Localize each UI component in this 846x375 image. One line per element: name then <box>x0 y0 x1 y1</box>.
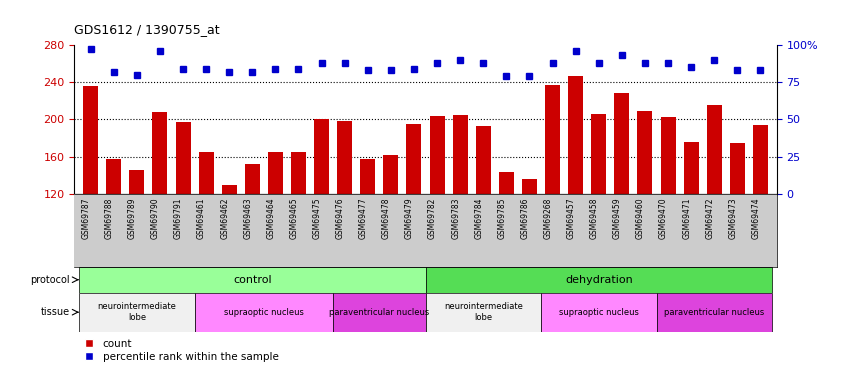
Text: GSM69464: GSM69464 <box>266 198 276 239</box>
Bar <box>638 111 652 306</box>
Bar <box>661 117 676 306</box>
Text: GSM69474: GSM69474 <box>751 198 761 239</box>
Bar <box>453 115 468 306</box>
Bar <box>426 267 772 292</box>
Bar <box>107 159 121 306</box>
Text: control: control <box>233 275 272 285</box>
Bar <box>569 76 583 306</box>
Text: GSM69789: GSM69789 <box>128 198 137 239</box>
Text: GSM69479: GSM69479 <box>405 198 414 239</box>
Legend: count, percentile rank within the sample: count, percentile rank within the sample <box>80 334 283 366</box>
Bar <box>83 86 98 306</box>
Text: GSM69787: GSM69787 <box>81 198 91 239</box>
Text: GSM69471: GSM69471 <box>682 198 691 239</box>
Text: GSM69462: GSM69462 <box>220 198 229 239</box>
Bar <box>591 114 607 306</box>
Text: GSM69463: GSM69463 <box>244 198 252 239</box>
Text: GSM69791: GSM69791 <box>174 198 183 239</box>
Bar <box>499 172 514 306</box>
Bar <box>195 292 333 332</box>
Text: GSM69268: GSM69268 <box>544 198 552 239</box>
Bar <box>79 267 426 292</box>
Text: GSM69475: GSM69475 <box>312 198 321 239</box>
Text: GSM69785: GSM69785 <box>497 198 507 239</box>
Text: GSM69461: GSM69461 <box>197 198 206 239</box>
Text: GSM69470: GSM69470 <box>659 198 668 239</box>
Text: GSM69460: GSM69460 <box>636 198 645 239</box>
Text: GSM69782: GSM69782 <box>428 198 437 239</box>
Text: GSM69790: GSM69790 <box>151 198 160 239</box>
Bar <box>541 292 656 332</box>
Bar <box>314 119 329 306</box>
Text: supraoptic nucleus: supraoptic nucleus <box>224 308 304 316</box>
Text: GSM69457: GSM69457 <box>567 198 575 239</box>
Bar <box>79 292 195 332</box>
Bar <box>475 126 491 306</box>
Bar <box>333 292 426 332</box>
Bar <box>522 179 537 306</box>
Bar <box>614 93 629 306</box>
Text: GSM69472: GSM69472 <box>706 198 714 239</box>
Text: GSM69473: GSM69473 <box>728 198 738 239</box>
Bar <box>338 121 352 306</box>
Text: GSM69478: GSM69478 <box>382 198 391 239</box>
Bar <box>199 152 213 306</box>
Text: GSM69477: GSM69477 <box>359 198 368 239</box>
Text: GSM69783: GSM69783 <box>451 198 460 239</box>
Bar <box>152 112 168 306</box>
Bar <box>244 164 260 306</box>
Bar <box>426 292 541 332</box>
Text: supraoptic nucleus: supraoptic nucleus <box>559 308 639 316</box>
Bar <box>268 152 283 306</box>
Bar <box>753 125 768 306</box>
Bar <box>129 170 145 306</box>
Text: GSM69784: GSM69784 <box>475 198 483 239</box>
Bar <box>430 116 445 306</box>
Text: dehydration: dehydration <box>565 275 633 285</box>
Bar <box>175 122 190 306</box>
Text: GSM69476: GSM69476 <box>336 198 344 239</box>
Bar <box>730 143 744 306</box>
Text: neurointermediate
lobe: neurointermediate lobe <box>97 303 176 322</box>
Text: GSM69465: GSM69465 <box>289 198 299 239</box>
Bar <box>545 85 560 306</box>
Text: paraventricular nucleus: paraventricular nucleus <box>664 308 765 316</box>
Text: tissue: tissue <box>41 307 70 317</box>
Text: protocol: protocol <box>30 275 70 285</box>
Text: GSM69788: GSM69788 <box>105 198 113 239</box>
Bar <box>706 105 722 306</box>
Text: paraventricular nucleus: paraventricular nucleus <box>329 308 430 316</box>
Bar <box>222 184 237 306</box>
Bar <box>406 124 421 306</box>
Text: GSM69459: GSM69459 <box>613 198 622 239</box>
Bar <box>291 152 306 306</box>
Text: GSM69458: GSM69458 <box>590 198 599 239</box>
Bar <box>360 159 376 306</box>
Bar <box>684 142 699 306</box>
Text: neurointermediate
lobe: neurointermediate lobe <box>444 303 523 322</box>
Bar <box>656 292 772 332</box>
Text: GSM69786: GSM69786 <box>520 198 530 239</box>
Text: GDS1612 / 1390755_at: GDS1612 / 1390755_at <box>74 22 220 36</box>
Bar <box>383 155 398 306</box>
